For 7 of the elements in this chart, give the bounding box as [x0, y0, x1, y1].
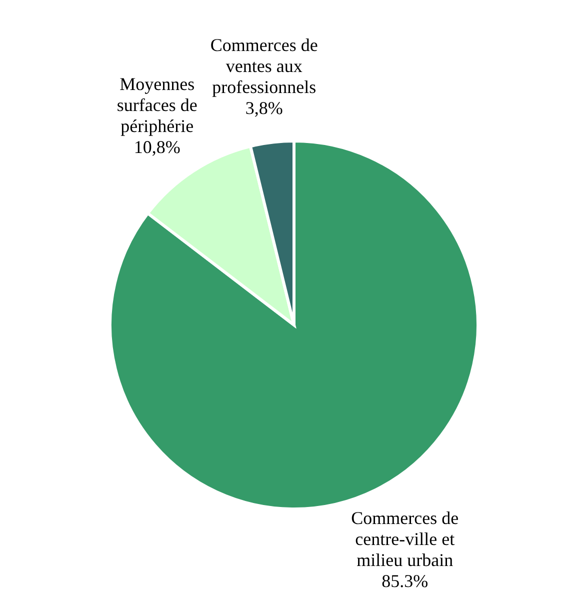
data-label: 10,8% [134, 136, 180, 157]
pie-slice [108, 140, 480, 510]
slice-label: Commerces de ventes aux professionnels [210, 35, 318, 98]
slice-label: Commerces de centre-ville et milieu urbain [351, 508, 459, 570]
data-label: 3,8% [245, 98, 283, 118]
slice-label: Moyennes surfaces de périphérie [116, 74, 198, 136]
data-label: 85.3% [382, 570, 428, 591]
